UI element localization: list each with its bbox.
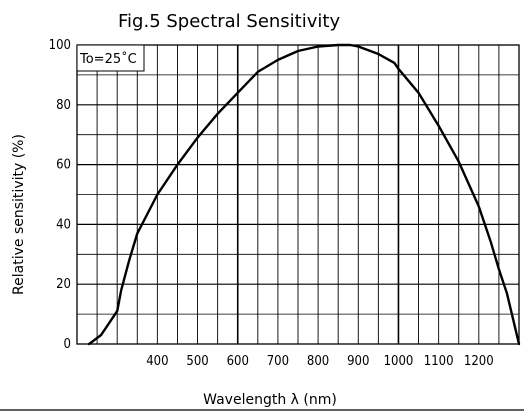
- annotation-box: To=25˚C: [76, 44, 145, 72]
- plot-frame: [76, 44, 520, 345]
- y-tick-label: 20: [56, 277, 71, 292]
- y-axis-label: Relative sensitivity (%): [11, 134, 27, 295]
- y-tick-label: 80: [56, 98, 71, 113]
- y-tick-label: 0: [64, 337, 71, 352]
- x-tick-label: 800: [307, 354, 329, 369]
- x-tick-label: 700: [267, 354, 289, 369]
- series-layer: [87, 43, 521, 346]
- y-tick-label: 100: [49, 38, 71, 53]
- x-tick-label: 400: [146, 354, 168, 369]
- x-tick-label: 1100: [424, 354, 454, 369]
- x-tick-label: 500: [186, 354, 208, 369]
- x-tick-labels: 400 500 600 700 800 900 1000 1100 1200: [146, 354, 494, 369]
- x-tick-label: 1200: [464, 354, 494, 369]
- series-line: [87, 43, 521, 346]
- y-tick-label: 60: [56, 158, 71, 173]
- x-tick-label: 1000: [384, 354, 414, 369]
- chart-title: Fig.5 Spectral Sensitivity: [118, 11, 340, 32]
- temperature-note: To=25˚C: [79, 51, 137, 67]
- x-tick-label: 900: [347, 354, 369, 369]
- x-axis-label: Wavelength λ (nm): [203, 392, 337, 408]
- grid: [77, 45, 519, 344]
- x-tick-label: 600: [227, 354, 249, 369]
- y-tick-labels: 0 20 40 60 80 100: [49, 38, 71, 352]
- y-tick-label: 40: [56, 217, 71, 232]
